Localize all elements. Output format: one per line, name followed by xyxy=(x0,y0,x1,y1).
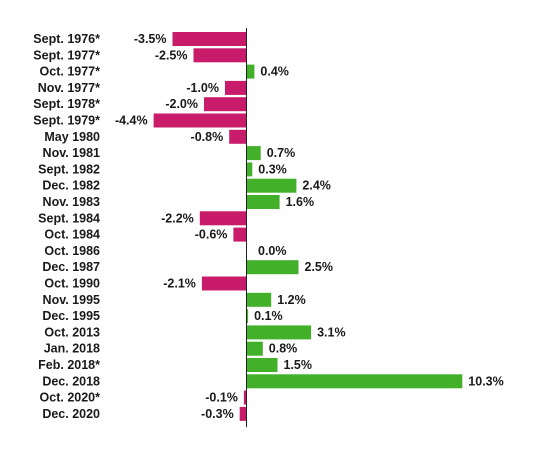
data-label: 3.1% xyxy=(317,325,346,339)
bar-5 xyxy=(153,113,246,128)
data-label: -2.5% xyxy=(155,48,188,62)
bars-group xyxy=(153,32,463,421)
data-label: 0.4% xyxy=(260,65,289,79)
labels-group: Sept. 1976* -3.5% Sept. 1977* -2.5% Oct. 197… xyxy=(33,32,503,421)
data-label: -2.1% xyxy=(163,277,196,291)
category-label: Sept. 1982 xyxy=(38,162,100,176)
bar-1 xyxy=(193,48,246,63)
bar-0 xyxy=(172,32,246,46)
data-label: 0.8% xyxy=(269,342,298,356)
data-label: -1.0% xyxy=(186,81,219,95)
bar-6 xyxy=(229,129,246,144)
data-label: 1.6% xyxy=(286,195,315,209)
category-label: Dec. 2020 xyxy=(42,407,100,421)
data-label: -0.8% xyxy=(191,130,224,144)
bar-3 xyxy=(225,80,246,95)
category-label: Sept. 1978* xyxy=(33,97,100,111)
category-label: Oct. 1984 xyxy=(44,228,100,242)
data-label: 10.3% xyxy=(468,374,503,388)
category-label: Nov. 1977* xyxy=(38,81,100,95)
bar-21 xyxy=(246,374,463,389)
data-label: -2.0% xyxy=(165,97,198,111)
data-label: -3.5% xyxy=(134,32,167,46)
category-label: Oct. 2020* xyxy=(40,391,101,405)
bar-2 xyxy=(246,64,255,79)
data-label: 0.0% xyxy=(258,244,287,258)
category-label: Sept. 1979* xyxy=(33,114,100,128)
data-label: 0.1% xyxy=(254,309,283,323)
bar-22 xyxy=(243,390,246,405)
bar-7 xyxy=(246,146,261,161)
category-label: Sept. 1977* xyxy=(33,48,100,62)
category-label: Oct. 1977* xyxy=(40,65,101,79)
data-label: -2.2% xyxy=(161,211,194,225)
bar-23 xyxy=(239,406,246,421)
category-label: Sept. 1984 xyxy=(38,211,100,225)
bar-11 xyxy=(199,211,246,226)
data-label: 0.3% xyxy=(258,162,287,176)
data-label: -0.6% xyxy=(195,228,228,242)
category-label: Sept. 1976* xyxy=(33,32,100,46)
bar-14 xyxy=(246,260,299,275)
data-label: 2.4% xyxy=(302,179,331,193)
category-label: May 1980 xyxy=(44,130,100,144)
bar-8 xyxy=(246,162,253,177)
category-label: Nov. 1995 xyxy=(43,293,100,307)
bar-15 xyxy=(201,276,246,291)
data-label: -0.1% xyxy=(205,391,238,405)
bar-20 xyxy=(246,358,278,372)
bar-17 xyxy=(246,309,249,324)
category-label: Oct. 1990 xyxy=(44,277,100,291)
category-label: Nov. 1981 xyxy=(43,146,100,160)
bar-12 xyxy=(233,227,246,242)
category-label: Dec. 1982 xyxy=(42,179,100,193)
data-label: -0.3% xyxy=(201,407,234,421)
category-label: Dec. 1995 xyxy=(42,309,100,323)
bar-16 xyxy=(246,292,272,307)
bar-9 xyxy=(246,178,297,193)
data-label: -4.4% xyxy=(115,114,148,128)
data-label: 0.7% xyxy=(267,146,296,160)
bar-4 xyxy=(204,97,246,112)
bar-10 xyxy=(246,195,280,209)
data-label: 2.5% xyxy=(305,260,334,274)
category-label: Dec. 1987 xyxy=(42,260,100,274)
bar-19 xyxy=(246,341,263,356)
category-label: Nov. 1983 xyxy=(43,195,100,209)
category-label: Jan. 2018 xyxy=(44,342,100,356)
category-label: Feb. 2018* xyxy=(38,358,100,372)
bar-18 xyxy=(246,325,312,340)
data-label: 1.5% xyxy=(284,358,313,372)
category-label: Oct. 1986 xyxy=(44,244,100,258)
data-label: 1.2% xyxy=(277,293,306,307)
category-label: Dec. 2018 xyxy=(42,374,100,388)
category-label: Oct. 2013 xyxy=(44,325,100,339)
